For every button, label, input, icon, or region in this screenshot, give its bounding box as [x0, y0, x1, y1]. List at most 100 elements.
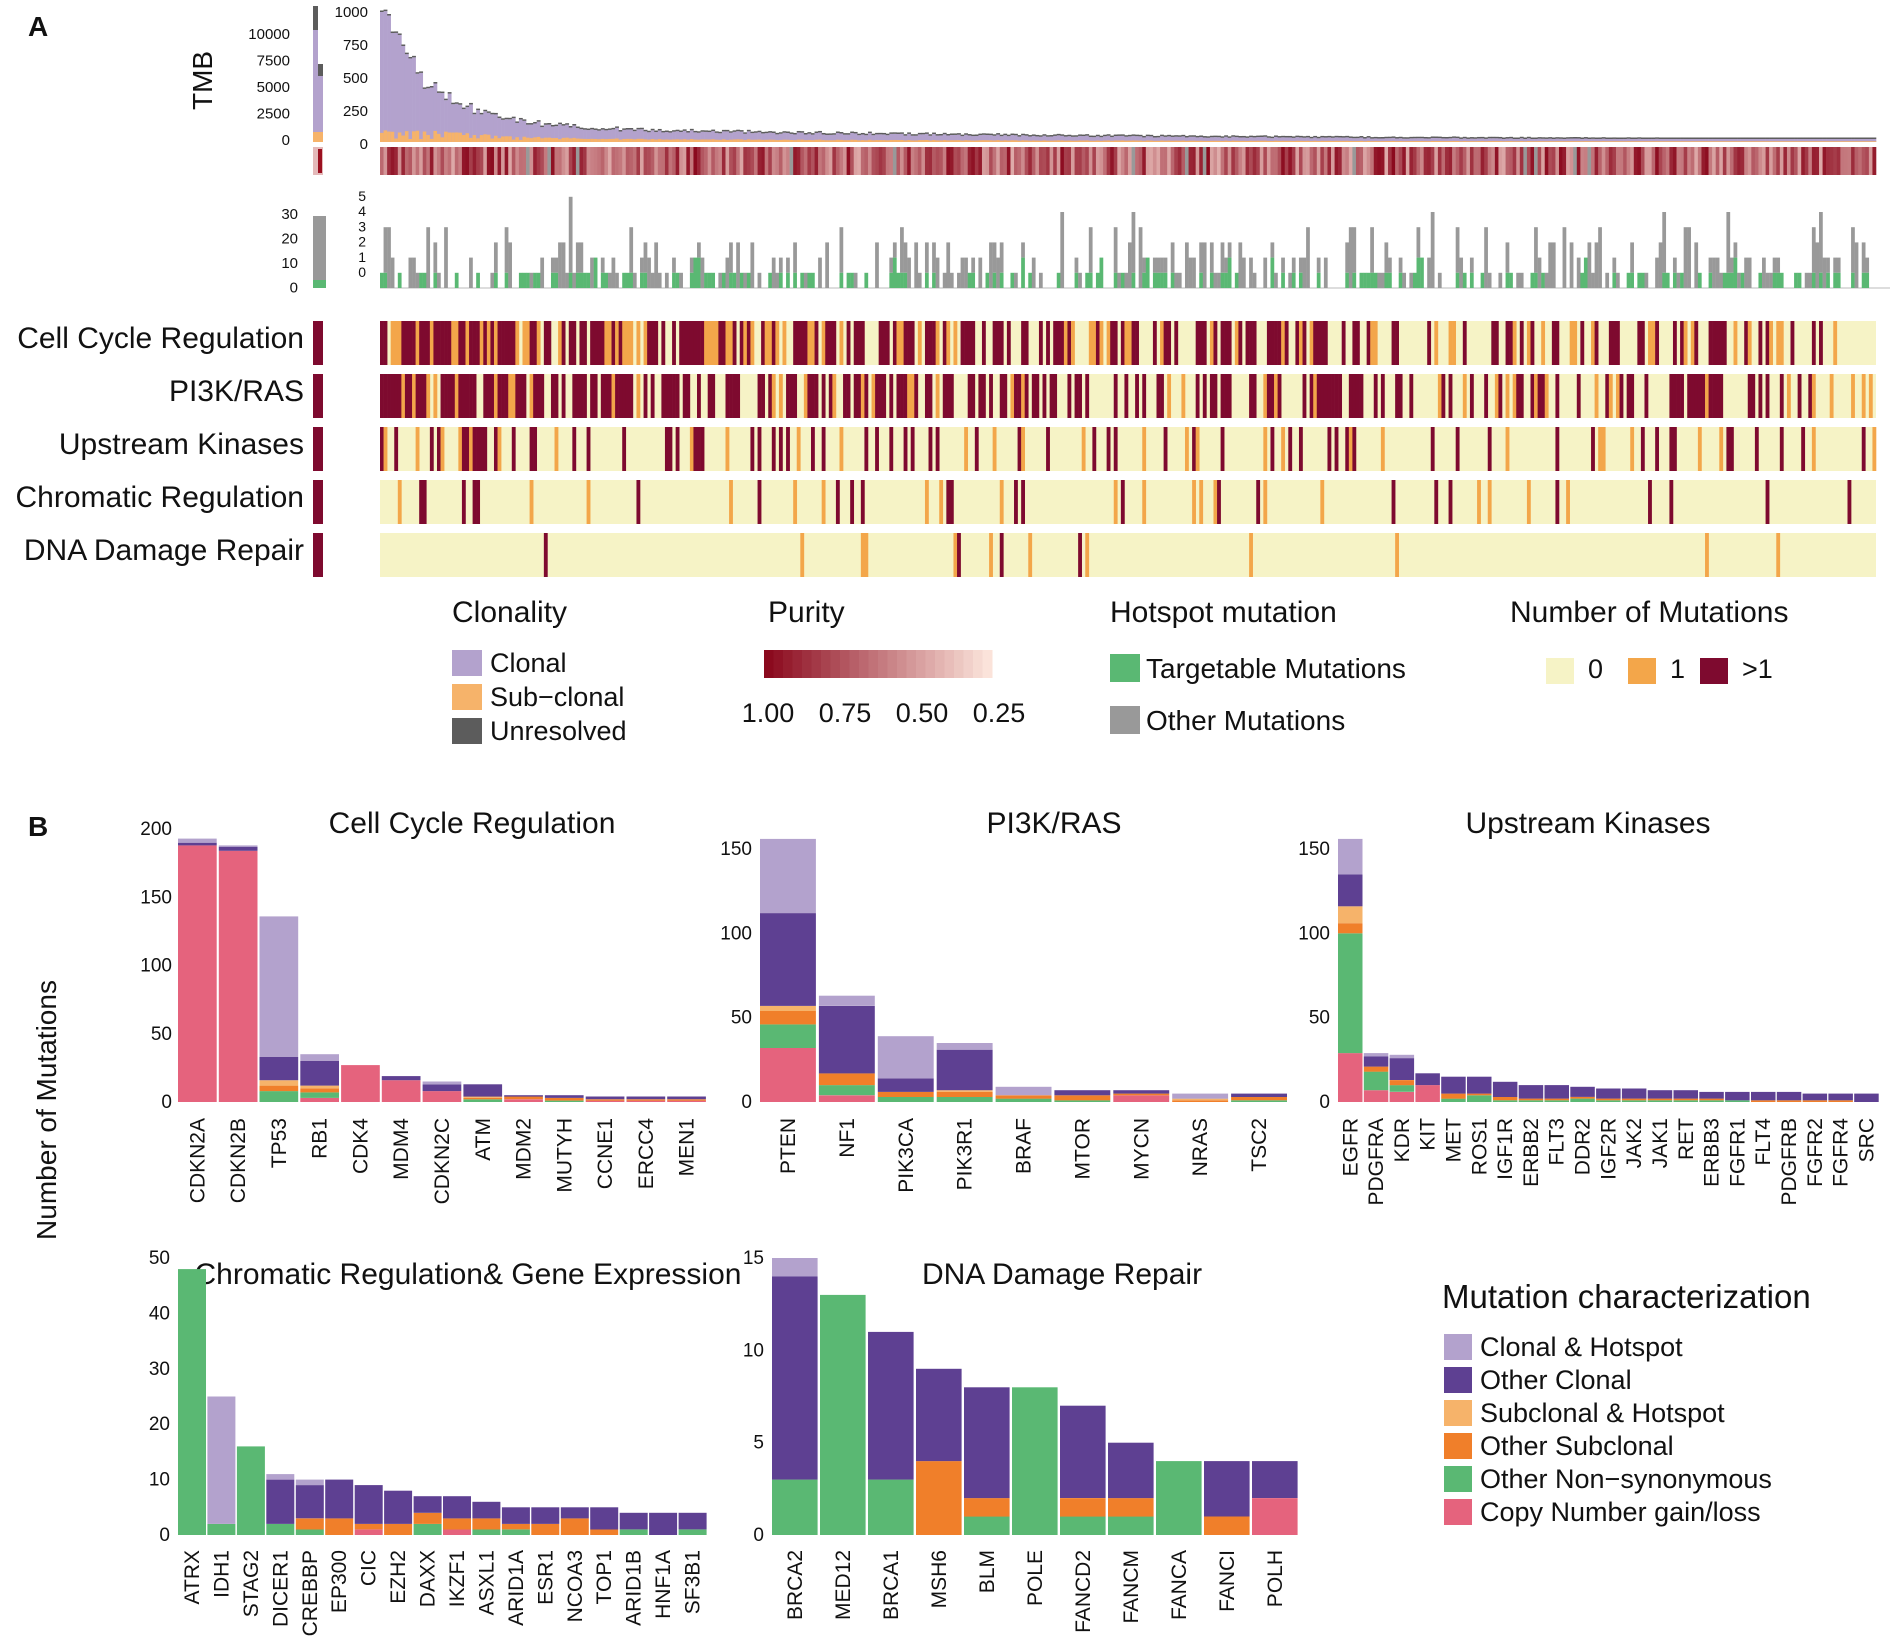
bar-segment: [1204, 1461, 1250, 1517]
tmb-bar-subclonal: [1640, 141, 1645, 142]
tmb-bar-subclonal: [992, 140, 997, 142]
purity-cell: [1509, 147, 1513, 175]
heatmap-cell: [689, 321, 694, 365]
bar-segment: [259, 1057, 299, 1081]
heatmap-cell: [458, 374, 463, 418]
tmb-bar-subclonal: [611, 138, 616, 142]
tmb-bar-unresolved: [622, 128, 627, 130]
tmb-bar-unresolved: [775, 132, 780, 135]
heatmap-cell: [725, 427, 730, 471]
hotspot-bar-other: [949, 272, 954, 288]
tmb-bar: [1195, 137, 1200, 142]
heatmap-cell: [618, 321, 623, 365]
mutation-legend-swatch: [1444, 1367, 1472, 1393]
tmb-bar: [561, 125, 566, 142]
bar-segment: [667, 1100, 706, 1102]
tmb-bar: [1284, 137, 1289, 142]
tmb-bar: [412, 57, 416, 142]
tmb-bar-unresolved: [476, 108, 481, 111]
tmb-bar-unresolved: [1779, 137, 1784, 139]
heatmap-cell: [924, 480, 929, 524]
tmb-bar-unresolved: [318, 64, 323, 76]
tmb-left-tick: 2500: [257, 106, 290, 123]
purity-cell: [1587, 147, 1592, 175]
heatmap-cell: [850, 480, 855, 524]
tmb-bar-unresolved: [1427, 137, 1432, 139]
heatmap-cell: [1142, 427, 1147, 471]
tmb-bar-subclonal: [1726, 141, 1731, 142]
tmb-bar-subclonal: [1854, 141, 1859, 142]
tmb-bar-subclonal: [454, 132, 459, 142]
bar-segment: [463, 1084, 503, 1097]
tmb-bar: [1765, 139, 1770, 142]
tmb-bar-subclonal: [1462, 141, 1467, 142]
heatmap-cell: [1245, 321, 1250, 365]
hotspot-bar-targetable: [1797, 272, 1802, 288]
purity-gradient-cell: [783, 650, 793, 678]
tmb-bar-unresolved: [647, 130, 651, 133]
tmb-bar: [839, 133, 844, 142]
tmb-bar-unresolved: [1028, 135, 1033, 137]
hotspot-bar-other: [1594, 242, 1599, 288]
purity-cell: [1690, 147, 1695, 175]
heatmap-cell: [1651, 321, 1656, 365]
tmb-bar-unresolved: [1170, 135, 1175, 137]
clonality-item: Clonal: [490, 648, 567, 678]
hotspot-bar-other: [672, 257, 676, 273]
purity-cell: [1551, 147, 1556, 175]
hotspot-bar-targetable: [839, 272, 844, 288]
tmb-bar-unresolved: [1637, 137, 1642, 139]
tmb-bar-unresolved: [575, 126, 580, 129]
heatmap-cell: [1199, 480, 1204, 524]
purity-cell: [1302, 147, 1307, 175]
tmb-bar: [1295, 137, 1300, 142]
heatmap-cell: [451, 321, 456, 365]
tmb-bar: [540, 127, 545, 142]
tmb-bar-unresolved: [1056, 133, 1061, 136]
tmb-bar: [1558, 138, 1563, 142]
tmb-bar-unresolved: [803, 132, 808, 135]
purity-cell: [1217, 147, 1221, 175]
heatmap-cell: [433, 374, 438, 418]
tmb-bar-subclonal: [1509, 141, 1513, 142]
purity-cell: [1430, 147, 1435, 175]
bar-segment: [295, 1518, 324, 1530]
hotspot-bar-targetable: [900, 272, 904, 288]
tmb-bar-subclonal: [1719, 141, 1724, 142]
purity-cell: [1747, 147, 1752, 175]
bar-segment: [1054, 1095, 1111, 1101]
category-label: MDM4: [390, 1118, 413, 1180]
purity-cell: [1416, 147, 1421, 175]
bar-segment: [1060, 1405, 1106, 1498]
heatmap-cell: [1124, 374, 1129, 418]
hotspot-bars: [313, 196, 1890, 289]
bar-segment: [381, 1076, 421, 1081]
tmb-bar-unresolved: [1363, 137, 1367, 139]
heatmap-cell: [1811, 374, 1816, 418]
tmb-bar: [1762, 139, 1766, 142]
heatmap-cell: [821, 480, 826, 524]
heatmap-cell: [1672, 374, 1677, 418]
purity-cell: [1651, 147, 1656, 175]
hotspot-bar-targetable: [1010, 272, 1015, 288]
heatmap-cell: [864, 427, 869, 471]
heatmap-cell: [1113, 374, 1118, 418]
heatmap-cell: [1640, 427, 1645, 471]
hotspot-bar-other: [1861, 242, 1866, 273]
category-label: FANCI: [1216, 1550, 1239, 1612]
tmb-bar: [1480, 138, 1485, 142]
tmb-bar-unresolved: [682, 129, 687, 131]
tmb-bar-subclonal: [575, 138, 580, 142]
heatmap-cell: [1266, 374, 1271, 418]
hotspot-bar-other: [657, 272, 662, 288]
hotspot-bar-targetable: [697, 257, 701, 288]
tmb-bar-unresolved: [1316, 136, 1321, 139]
hotspot-bar-targetable: [1370, 272, 1374, 288]
bar-segment: [1338, 906, 1363, 924]
purity-cell: [415, 147, 420, 175]
tmb-bar-subclonal: [697, 139, 701, 142]
nmut-swatch: [1700, 658, 1728, 684]
heatmap-cell: [643, 321, 648, 365]
heatmap-cell: [593, 374, 598, 418]
